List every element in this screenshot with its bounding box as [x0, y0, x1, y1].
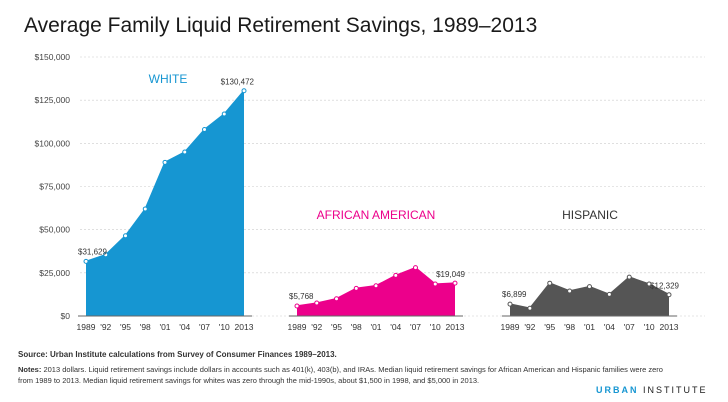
notes: Notes: 2013 dollars. Liquid retirement s…: [18, 364, 668, 386]
data-point: [353, 285, 359, 291]
x-tick-label: '98: [140, 322, 151, 332]
x-tick-label: '04: [390, 322, 401, 332]
start-value-label: $5,768: [289, 292, 314, 301]
data-point: [547, 280, 553, 286]
data-point: [142, 206, 148, 212]
data-point: [413, 265, 418, 271]
y-tick-label: $125,000: [35, 95, 71, 105]
brand-institute: INSTITUTE: [638, 385, 708, 395]
data-point: [606, 291, 612, 297]
y-tick-label: $0: [61, 311, 71, 321]
data-point: [334, 296, 339, 302]
x-tick-label: '10: [430, 322, 441, 332]
series-area: [86, 90, 244, 316]
y-tick-label: $25,000: [39, 268, 70, 278]
x-tick-label: 2013: [235, 322, 254, 332]
series-label: AFRICAN AMERICAN: [317, 208, 436, 222]
end-value-label: $130,472: [221, 78, 255, 87]
x-tick-label: '95: [331, 322, 342, 332]
data-point: [666, 292, 672, 298]
end-value-label: $19,049: [436, 270, 465, 279]
end-value-label: $12,329: [650, 282, 679, 291]
x-tick-label: '10: [644, 322, 655, 332]
data-point: [202, 127, 207, 133]
data-point: [393, 272, 399, 278]
x-tick-label: '98: [564, 322, 575, 332]
data-point: [221, 111, 227, 117]
data-point: [314, 300, 320, 306]
x-tick-label: '92: [524, 322, 535, 332]
series-label: WHITE: [149, 72, 188, 86]
data-point: [241, 88, 247, 94]
data-point: [103, 252, 109, 258]
notes-label: Notes:: [18, 365, 42, 374]
source-note: Source: Urban Institute calculations fro…: [18, 350, 337, 359]
y-tick-label: $100,000: [35, 138, 71, 148]
urban-institute-logo: URBAN INSTITUTE: [596, 385, 708, 395]
data-point: [83, 258, 89, 264]
data-point: [162, 159, 168, 165]
start-value-label: $31,629: [78, 247, 107, 256]
series-label: HISPANIC: [562, 208, 618, 222]
data-point: [182, 149, 188, 155]
x-tick-label: '01: [159, 322, 170, 332]
x-tick-label: 2013: [446, 322, 465, 332]
x-tick-label: 1989: [501, 322, 520, 332]
x-tick-label: '04: [604, 322, 615, 332]
x-tick-label: '10: [219, 322, 230, 332]
x-tick-label: '01: [584, 322, 595, 332]
data-point: [626, 274, 632, 280]
y-tick-label: $150,000: [35, 52, 71, 62]
x-tick-label: '07: [199, 322, 210, 332]
y-tick-label: $50,000: [39, 225, 70, 235]
x-tick-label: '95: [120, 322, 131, 332]
chart-title: Average Family Liquid Retirement Savings…: [24, 14, 538, 37]
x-tick-label: 1989: [77, 322, 96, 332]
y-tick-label: $75,000: [39, 182, 70, 192]
x-tick-label: '07: [410, 322, 421, 332]
x-tick-label: '98: [351, 322, 362, 332]
start-value-label: $6,899: [502, 290, 527, 299]
x-tick-label: 1989: [288, 322, 307, 332]
data-point: [507, 301, 513, 307]
x-tick-label: '95: [544, 322, 555, 332]
data-point: [452, 280, 458, 286]
x-tick-label: '01: [370, 322, 381, 332]
data-point: [646, 281, 652, 287]
data-point: [432, 281, 438, 287]
data-point: [587, 284, 592, 290]
x-tick-label: 2013: [660, 322, 679, 332]
data-point: [123, 233, 128, 239]
series-area: [510, 277, 669, 316]
x-tick-label: '92: [100, 322, 111, 332]
data-point: [567, 288, 573, 294]
brand-urban: URBAN: [596, 385, 639, 395]
x-tick-label: '92: [311, 322, 322, 332]
data-point: [527, 305, 533, 311]
x-tick-label: '04: [179, 322, 190, 332]
notes-text: 2013 dollars. Liquid retirement savings …: [18, 365, 663, 385]
data-point: [294, 303, 300, 309]
series-area: [297, 267, 455, 316]
chart-canvas: $0 $25,000 $50,000 $75,000 $100,000 $125,000 $…: [35, 52, 705, 332]
x-tick-label: '07: [624, 322, 635, 332]
data-point: [373, 283, 379, 289]
